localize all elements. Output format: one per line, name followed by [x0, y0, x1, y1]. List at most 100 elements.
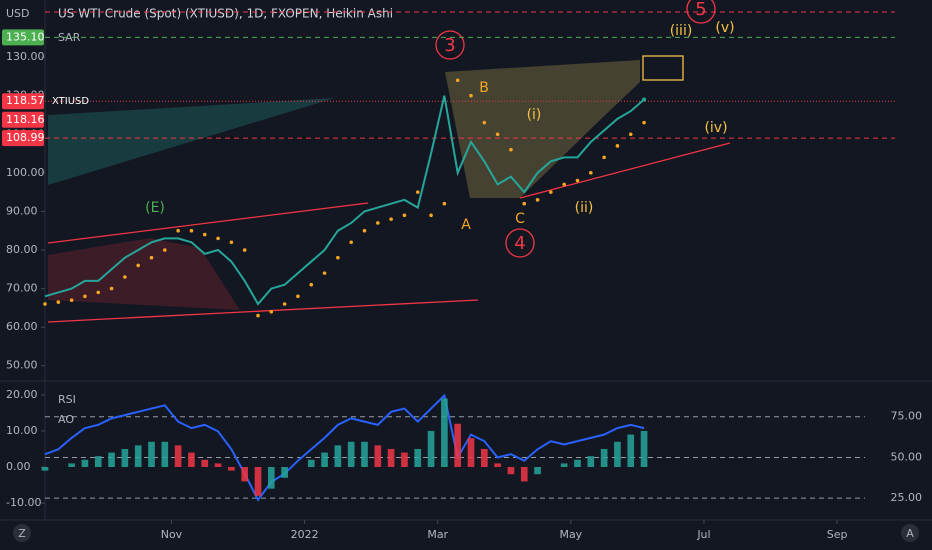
ao-bar: [480, 448, 488, 468]
y-tick-label: 70.00: [6, 282, 38, 295]
x-tick-label: Nov: [161, 528, 183, 541]
sar-dot: [149, 255, 154, 260]
ao-bar: [121, 448, 129, 468]
price-label-box: [2, 130, 44, 147]
y-axis-label: USD: [6, 7, 30, 20]
zoom-button[interactable]: [13, 524, 31, 542]
wave-label: (i): [527, 107, 542, 123]
ao-bar: [494, 463, 501, 468]
x-tick-label: Jul: [696, 528, 710, 541]
ao-bar: [574, 459, 581, 468]
ao-bar: [534, 467, 541, 475]
wave-circle: [505, 228, 535, 258]
y-tick-label: -10.00: [6, 496, 41, 509]
rsi-line: [44, 393, 645, 502]
ao-bar: [387, 448, 395, 468]
sar-dot: [309, 282, 314, 287]
ao-bar: [467, 438, 475, 468]
sar-dot: [442, 201, 447, 206]
auto-scale-button[interactable]: [901, 524, 919, 542]
sar-dot: [43, 302, 47, 306]
sar-dot: [296, 294, 300, 299]
trendline: [47, 299, 479, 323]
sar-dot: [602, 155, 606, 160]
wave-label: 4: [514, 233, 525, 254]
ao-bar: [254, 467, 262, 496]
legend-entry: SAR: [58, 31, 81, 44]
sar-dot: [575, 178, 580, 183]
zoom-button-label[interactable]: Z: [18, 527, 26, 540]
ao-bar: [174, 445, 182, 468]
price-label: 118.16: [6, 113, 45, 126]
wave-label: 5: [695, 0, 706, 20]
ao-bar: [401, 452, 408, 468]
ao-bar: [94, 456, 102, 468]
pattern-shade: [445, 60, 640, 198]
ao-bar: [520, 467, 528, 482]
drawings: [47, 0, 731, 323]
ao-bar: [441, 398, 448, 468]
sar-dot: [189, 228, 194, 233]
ao-bar: [68, 463, 75, 468]
x-tick-label: Mar: [427, 528, 448, 541]
ao-bar: [507, 467, 515, 475]
sar-dot: [136, 263, 140, 268]
sar-dot: [509, 147, 513, 152]
ao-bar: [347, 441, 355, 468]
sar-dot: [522, 201, 527, 206]
sar-dot: [415, 190, 420, 194]
sar-dot: [216, 236, 220, 241]
sar-dot: [229, 240, 234, 245]
ao-bar: [374, 445, 382, 468]
sar-dot: [535, 198, 540, 202]
x-tick-label: Sep: [827, 528, 848, 541]
sar-dot: [389, 217, 393, 221]
price-line: [44, 95, 645, 306]
sar-dot: [469, 93, 473, 98]
wave-circle: [686, 0, 716, 24]
ao-bar: [587, 456, 595, 468]
price-label-box: [2, 111, 44, 128]
x-tick-label: May: [559, 528, 582, 541]
indicator-label: AO: [58, 413, 74, 426]
sar-dot: [322, 271, 327, 275]
ao-bar: [228, 467, 235, 471]
wave-label: B: [479, 80, 489, 96]
ao-bar: [614, 441, 621, 468]
sar-dot: [256, 313, 260, 318]
ao-bar: [307, 459, 315, 468]
ao-bar: [134, 445, 142, 468]
wave-label: A: [461, 217, 471, 233]
y-tick-label: 60.00: [6, 320, 38, 333]
sar-dot: [376, 221, 380, 225]
sar-dot: [242, 248, 247, 252]
y-tick-label: 0.00: [6, 460, 31, 473]
y-tick-label: 80.00: [6, 243, 38, 256]
sar-dot: [336, 255, 340, 260]
ao-bar: [427, 430, 435, 468]
y-tick-label: 50.00: [6, 359, 38, 372]
y-tick-label: 20.00: [6, 388, 38, 401]
sar-dot: [402, 213, 407, 218]
sar-dot: [495, 132, 500, 137]
sar-dot: [628, 132, 633, 137]
ao-bar: [148, 441, 155, 468]
sar-dot: [176, 228, 180, 233]
ao-bar: [640, 430, 648, 468]
y-tick-label: 10.00: [6, 424, 38, 437]
ao-bar: [560, 463, 568, 468]
pattern-shade: [48, 238, 240, 310]
auto-scale-label[interactable]: A: [906, 527, 914, 540]
sar-dot: [56, 300, 61, 304]
sar-dot: [83, 294, 87, 299]
wave-label: C: [515, 211, 525, 227]
x-tick-label: 2022: [291, 528, 319, 541]
wave-label: (v): [715, 20, 734, 36]
price-label: 118.57: [6, 94, 45, 107]
ao-bar: [81, 459, 89, 468]
wave-label: (iii): [670, 23, 693, 39]
ao-bar: [188, 452, 195, 468]
sar-dot: [202, 232, 207, 237]
